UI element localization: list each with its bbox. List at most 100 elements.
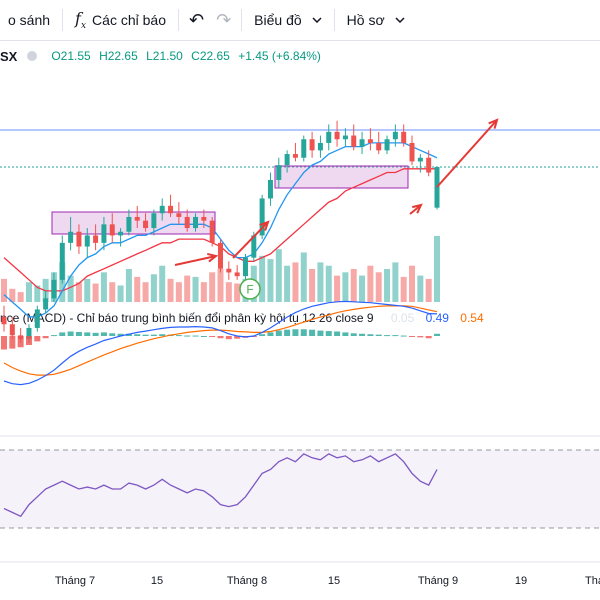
volume-bar <box>1 278 7 302</box>
candle-body <box>59 242 65 280</box>
volume-bar <box>42 278 49 302</box>
macd-histogram-bar <box>159 334 166 336</box>
toolbar-divider <box>177 9 179 31</box>
time-axis[interactable]: Tháng 7 15 Tháng 8 15 Tháng 9 19 Tháng <box>55 575 600 587</box>
macd-title[interactable]: nce (MACD) - Chỉ báo trung bình biến đổi… <box>0 311 374 325</box>
candle <box>209 216 215 247</box>
volume-bar <box>67 275 74 302</box>
candlestick-series <box>1 120 440 343</box>
range-box <box>51 211 216 235</box>
candle <box>317 135 323 158</box>
candle <box>292 142 298 162</box>
volume-bar <box>159 265 166 302</box>
volume-bar <box>34 285 41 302</box>
earnings-badge[interactable]: F <box>239 278 261 300</box>
macd-histogram-bar <box>1 336 7 350</box>
macd-histogram-bar <box>359 333 366 336</box>
visibility-icon[interactable] <box>27 51 38 61</box>
volume-bar <box>217 269 224 302</box>
candle <box>226 261 232 280</box>
chart-menu-button[interactable]: Biểu đồ <box>246 0 329 40</box>
profile-menu-button[interactable]: Hồ sơ <box>339 0 413 40</box>
drawing-annotations <box>174 118 499 266</box>
candle-body <box>84 235 90 247</box>
candle-body <box>284 154 290 166</box>
candle <box>118 228 124 247</box>
volume-bar <box>292 262 299 302</box>
macd-histogram-bar <box>75 331 82 336</box>
candle-body <box>367 139 373 143</box>
indicators-button[interactable]: fx Các chỉ báo <box>67 0 174 40</box>
macd-histogram-bar <box>217 336 224 339</box>
volume-bar <box>317 262 324 302</box>
macd-histogram-bar <box>267 332 274 336</box>
volume-bar <box>417 275 424 302</box>
time-axis-label: 19 <box>515 575 527 587</box>
candle <box>51 272 57 303</box>
chevron-down-icon <box>312 17 322 23</box>
high-value: H22.65 <box>99 49 138 63</box>
candle <box>384 135 390 155</box>
macd-histogram-bar <box>175 335 182 337</box>
candle <box>193 213 199 232</box>
volume-bar <box>92 283 99 302</box>
volume-bar <box>84 278 91 302</box>
symbol-ticker[interactable]: SX <box>0 48 18 64</box>
candle-body <box>292 154 298 158</box>
volume-bar <box>242 278 249 302</box>
candle <box>168 194 174 217</box>
volume-bar <box>100 272 107 302</box>
compare-label: o sánh <box>8 12 51 28</box>
volume-bar <box>300 252 307 302</box>
macd-histogram-bar <box>9 336 16 349</box>
volume-bar <box>325 265 332 302</box>
candle-body <box>426 157 432 173</box>
macd-histogram-bar <box>109 333 116 336</box>
candle-body <box>342 135 348 140</box>
candle <box>76 224 82 254</box>
chart-menu-label: Biểu đồ <box>254 12 302 28</box>
candle <box>351 124 357 151</box>
candle-body <box>209 220 215 243</box>
undo-icon[interactable]: ↶ <box>188 9 205 30</box>
volume-bar <box>184 275 191 302</box>
ema-fast-line <box>3 142 438 318</box>
candle <box>176 202 182 225</box>
candle-body <box>267 179 273 199</box>
macd-histogram-bar <box>34 336 41 342</box>
macd-histogram-bar <box>50 335 57 337</box>
macd-histogram-bar <box>84 332 91 336</box>
volume-bar <box>200 282 207 302</box>
candle-body <box>234 272 240 277</box>
candle <box>151 209 157 236</box>
volume-bar <box>167 278 174 302</box>
volume-bar <box>342 272 349 302</box>
candle-body <box>176 213 182 217</box>
volume-bar <box>284 265 291 302</box>
candle-body <box>351 135 357 147</box>
candle-body <box>301 139 307 158</box>
volume-bar <box>267 259 274 302</box>
arrow-shaft <box>436 119 498 188</box>
volume-bar <box>150 274 157 302</box>
volume-bar <box>25 282 32 302</box>
candle <box>301 135 307 162</box>
macd-histogram-bar <box>409 336 416 337</box>
redo-icon[interactable]: ↷ <box>216 9 232 30</box>
volume-bar <box>367 265 374 302</box>
candle <box>68 216 74 251</box>
volume-bar <box>400 276 407 302</box>
macd-histogram-bar <box>367 334 374 336</box>
macd-histogram-bar <box>184 335 191 337</box>
volume-bar <box>142 282 149 302</box>
volume-bar <box>392 262 399 302</box>
compare-button[interactable]: o sánh <box>0 0 58 40</box>
candle-body <box>68 231 74 243</box>
volume-bar <box>259 255 266 302</box>
annotation-arrow <box>436 118 499 188</box>
volume-bar <box>425 278 432 302</box>
annotation-arrow <box>174 252 219 266</box>
candle-body <box>193 216 199 229</box>
candle-body <box>26 327 32 340</box>
